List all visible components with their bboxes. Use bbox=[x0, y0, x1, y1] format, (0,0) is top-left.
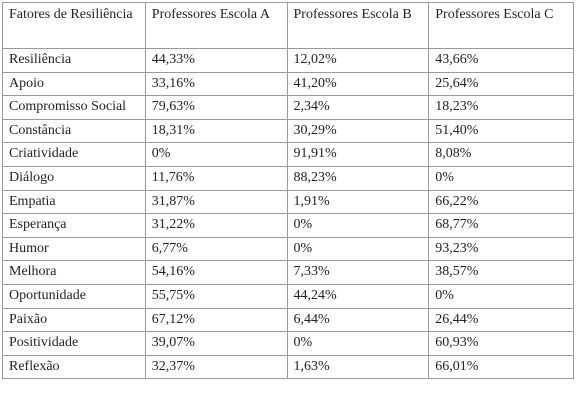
percent-cell: 33,16% bbox=[144, 71, 288, 97]
header-cell: Professores Escola B bbox=[286, 2, 430, 49]
percent-cell: 54,16% bbox=[144, 260, 288, 285]
percent-cell: 12,02% bbox=[286, 48, 430, 73]
factor-cell: Reflexão bbox=[2, 354, 146, 380]
header-row: Fatores de Resiliência Professores Escola… bbox=[2, 2, 574, 49]
percent-cell: 79,63% bbox=[144, 95, 288, 120]
factor-cell: Paixão bbox=[2, 307, 146, 333]
factor-cell: Diálogo bbox=[2, 165, 146, 191]
percent-cell: 2,34% bbox=[286, 95, 430, 120]
percent-cell: 18,31% bbox=[144, 118, 288, 144]
table-row: Humor 6,77% 0% 93,23% bbox=[2, 236, 574, 262]
table-row: Criatividade 0% 91,91% 8,08% bbox=[2, 142, 574, 167]
percent-cell: 8,08% bbox=[428, 142, 574, 167]
table-row: Paixão 67,12% 6,44% 26,44% bbox=[2, 307, 574, 333]
percent-cell: 31,22% bbox=[144, 213, 288, 238]
table-body: Resiliência 44,33% 12,02% 43,66% Apoio 33,16%… bbox=[2, 48, 574, 380]
percent-cell: 26,44% bbox=[428, 307, 574, 333]
percent-cell: 25,64% bbox=[428, 71, 574, 97]
percent-cell: 6,77% bbox=[144, 236, 288, 262]
percent-cell: 67,12% bbox=[144, 307, 288, 333]
factor-cell: Empatia bbox=[2, 189, 146, 215]
percent-cell: 0% bbox=[286, 331, 430, 356]
percent-cell: 88,23% bbox=[286, 165, 430, 191]
percent-cell: 1,63% bbox=[286, 354, 430, 380]
factor-cell: Constância bbox=[2, 118, 146, 144]
percent-cell: 7,33% bbox=[286, 260, 430, 285]
table-row: Apoio 33,16% 41,20% 25,64% bbox=[2, 71, 574, 97]
percent-cell: 55,75% bbox=[144, 283, 288, 309]
percent-cell: 66,22% bbox=[428, 189, 574, 215]
table-row: Resiliência 44,33% 12,02% 43,66% bbox=[2, 48, 574, 73]
table-row: Constância 18,31% 30,29% 51,40% bbox=[2, 118, 574, 144]
percent-cell: 38,57% bbox=[428, 260, 574, 285]
factor-cell: Positividade bbox=[2, 331, 146, 356]
table-row: Esperança 31,22% 0% 68,77% bbox=[2, 213, 574, 238]
percent-cell: 0% bbox=[428, 165, 574, 191]
percent-cell: 1,91% bbox=[286, 189, 430, 215]
table-row: Melhora 54,16% 7,33% 38,57% bbox=[2, 260, 574, 285]
percent-cell: 93,23% bbox=[428, 236, 574, 262]
percent-cell: 68,77% bbox=[428, 213, 574, 238]
resilience-table: Fatores de Resiliência Professores Escola… bbox=[2, 2, 574, 380]
percent-cell: 31,87% bbox=[144, 189, 288, 215]
percent-cell: 43,66% bbox=[428, 48, 574, 73]
table-row: Reflexão 32,37% 1,63% 66,01% bbox=[2, 354, 574, 380]
percent-cell: 0% bbox=[144, 142, 288, 167]
percent-cell: 6,44% bbox=[286, 307, 430, 333]
percent-cell: 41,20% bbox=[286, 71, 430, 97]
header-cell: Professores Escola C bbox=[428, 2, 574, 49]
factor-cell: Apoio bbox=[2, 71, 146, 97]
percent-cell: 30,29% bbox=[286, 118, 430, 144]
factor-cell: Resiliência bbox=[2, 48, 146, 73]
factor-cell: Criatividade bbox=[2, 142, 146, 167]
percent-cell: 91,91% bbox=[286, 142, 430, 167]
percent-cell: 0% bbox=[286, 236, 430, 262]
percent-cell: 66,01% bbox=[428, 354, 574, 380]
percent-cell: 0% bbox=[286, 213, 430, 238]
factor-cell: Esperança bbox=[2, 213, 146, 238]
table-row: Oportunidade 55,75% 44,24% 0% bbox=[2, 283, 574, 309]
percent-cell: 18,23% bbox=[428, 95, 574, 120]
percent-cell: 60,93% bbox=[428, 331, 574, 356]
factor-cell: Compromisso Social bbox=[2, 95, 146, 120]
percent-cell: 44,24% bbox=[286, 283, 430, 309]
table-row: Diálogo 11,76% 88,23% 0% bbox=[2, 165, 574, 191]
table-row: Positividade 39,07% 0% 60,93% bbox=[2, 331, 574, 356]
factor-cell: Humor bbox=[2, 236, 146, 262]
table-row: Compromisso Social 79,63% 2,34% 18,23% bbox=[2, 95, 574, 120]
header-cell: Professores Escola A bbox=[144, 2, 288, 49]
table-row: Empatia 31,87% 1,91% 66,22% bbox=[2, 189, 574, 215]
header-cell: Fatores de Resiliência bbox=[2, 2, 146, 49]
percent-cell: 0% bbox=[428, 283, 574, 309]
percent-cell: 11,76% bbox=[144, 165, 288, 191]
factor-cell: Melhora bbox=[2, 260, 146, 285]
table-header: Fatores de Resiliência Professores Escola… bbox=[2, 2, 574, 49]
percent-cell: 39,07% bbox=[144, 331, 288, 356]
factor-cell: Oportunidade bbox=[2, 283, 146, 309]
percent-cell: 32,37% bbox=[144, 354, 288, 380]
percent-cell: 44,33% bbox=[144, 48, 288, 73]
percent-cell: 51,40% bbox=[428, 118, 574, 144]
